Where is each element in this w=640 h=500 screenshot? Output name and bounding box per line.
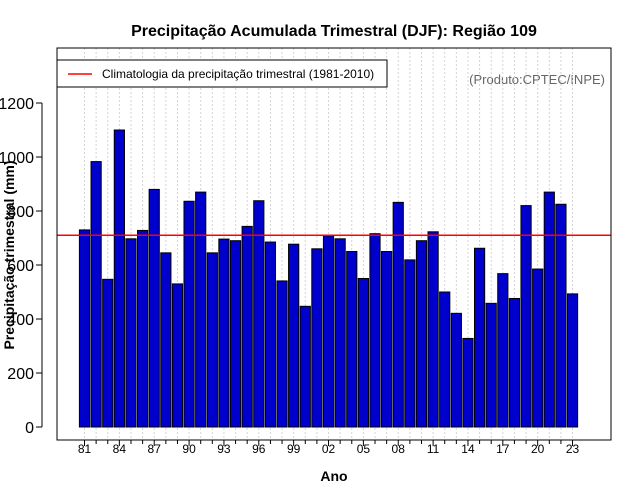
- y-tick-label: 1200: [0, 96, 34, 113]
- bar-2014: [462, 337, 474, 428]
- y-tick-label: 400: [7, 312, 34, 329]
- x-tick-label: 84: [113, 442, 127, 456]
- bar-1991: [195, 191, 207, 428]
- bar-2020: [532, 268, 544, 428]
- bar-1997: [264, 241, 277, 428]
- bar-1999: [288, 243, 300, 428]
- bar-2013: [450, 312, 462, 428]
- x-tick-label: 93: [217, 442, 231, 456]
- y-tick-label: 1000: [0, 150, 34, 167]
- x-tick-label: 11: [427, 442, 440, 456]
- bar-1982: [90, 161, 102, 428]
- credit-text: (Produto:CPTEC/INPE): [469, 72, 605, 87]
- bar-1981: [78, 229, 91, 428]
- y-axis-title: Precipitação trimestral (mm): [1, 160, 17, 349]
- chart-title: Precipitação Acumulada Trimestral (DJF):…: [131, 23, 537, 40]
- x-tick-label: 02: [322, 442, 336, 456]
- x-tick-label: 81: [78, 442, 92, 456]
- x-tick-label: 99: [287, 442, 301, 456]
- legend-label: Climatologia da precipitação trimestral …: [102, 67, 374, 81]
- bar-2023: [566, 293, 579, 428]
- bar-1989: [171, 283, 184, 428]
- bar-2022: [555, 203, 567, 428]
- bar-2007: [381, 251, 393, 428]
- legend-box: [56, 59, 388, 88]
- bar-1994: [229, 240, 242, 428]
- bar-1986: [137, 229, 149, 428]
- x-tick-label: 20: [531, 442, 545, 456]
- bar-1995: [241, 225, 253, 428]
- bar-1984: [113, 129, 125, 428]
- bar-2015: [473, 247, 486, 428]
- bar-2000: [299, 305, 311, 428]
- x-tick-label: 05: [357, 442, 371, 456]
- x-tick-label: 87: [148, 442, 162, 456]
- x-tick-label: 96: [252, 442, 266, 456]
- bar-1996: [253, 200, 265, 428]
- bar-2011: [427, 231, 439, 428]
- x-tick-label: 23: [566, 442, 580, 456]
- bar-2017: [497, 273, 509, 428]
- y-tick-label: 800: [7, 204, 34, 221]
- bar-2003: [334, 238, 346, 428]
- bar-1993: [218, 238, 230, 428]
- bar-2004: [346, 251, 358, 428]
- y-tick-label: 200: [7, 366, 34, 383]
- bar-2006: [369, 233, 381, 428]
- axes: 0 200 400 600 800 1000 1200 81 84 87 90 93 96 99 02 05 0…: [0, 47, 612, 456]
- x-tick-label: 17: [496, 442, 510, 456]
- bar-2001: [311, 248, 323, 428]
- bar-2005: [357, 278, 369, 428]
- bar-1998: [276, 280, 288, 428]
- bar-2008: [392, 201, 404, 428]
- bar-2009: [404, 259, 416, 428]
- bar-2010: [415, 240, 428, 428]
- bar-2002: [322, 235, 335, 428]
- bar-1983: [102, 278, 114, 428]
- legend: Climatologia da precipitação trimestral …: [56, 59, 388, 88]
- bar-2012: [439, 291, 451, 428]
- x-axis-title: Ano: [320, 468, 347, 484]
- y-tick-label: 0: [25, 420, 34, 437]
- bar-2018: [508, 297, 521, 428]
- x-tick-label: 14: [461, 442, 475, 456]
- bar-2016: [485, 302, 497, 428]
- bar-1987: [148, 188, 160, 428]
- bars: [78, 129, 579, 428]
- bar-1985: [125, 238, 137, 428]
- bar-1988: [160, 252, 172, 428]
- y-tick-label: 600: [7, 258, 34, 275]
- bar-1990: [183, 200, 195, 428]
- bar-2019: [520, 205, 532, 428]
- x-tick-label: 08: [392, 442, 406, 456]
- x-tick-label: 90: [182, 442, 196, 456]
- bar-1992: [206, 252, 218, 428]
- bar-2021: [543, 191, 555, 428]
